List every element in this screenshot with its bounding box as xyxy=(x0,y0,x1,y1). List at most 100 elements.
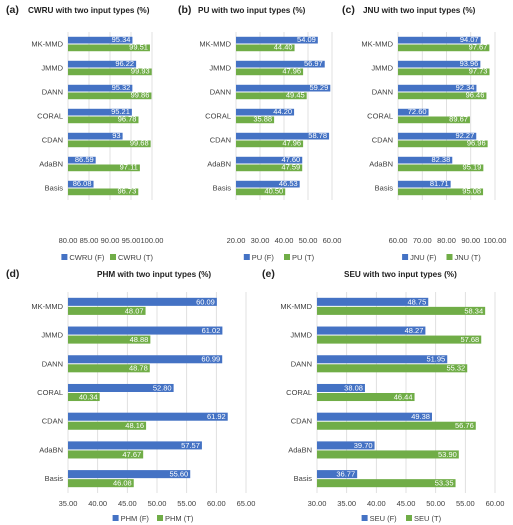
category-label: CDAN xyxy=(42,136,63,145)
data-label: 47.67 xyxy=(122,450,141,459)
chart-title: JNU with two input types (%) xyxy=(363,6,476,15)
data-label: 48.78 xyxy=(129,364,148,373)
legend-swatch xyxy=(61,254,68,260)
data-label: 60.09 xyxy=(196,297,215,306)
x-tick-label: 60.00 xyxy=(389,236,408,245)
bar xyxy=(317,470,358,479)
category-label: CDAN xyxy=(291,417,312,426)
bar xyxy=(317,335,482,344)
bar xyxy=(68,335,151,344)
x-tick-label: 90.00 xyxy=(461,236,480,245)
data-label: 48.88 xyxy=(130,335,149,344)
x-tick-label: 50.00 xyxy=(299,236,318,245)
legend-swatch xyxy=(284,254,290,260)
data-label: 60.99 xyxy=(201,355,220,364)
bar xyxy=(317,393,415,402)
x-tick-label: 80.00 xyxy=(59,236,78,245)
legend-swatch xyxy=(157,515,163,521)
category-label: AdaBN xyxy=(207,160,231,169)
bar xyxy=(236,92,307,100)
bar xyxy=(398,36,481,44)
x-tick-label: 60.00 xyxy=(486,499,505,508)
data-label: 35.88 xyxy=(253,115,272,124)
bar xyxy=(68,393,100,402)
category-label: MK-MMD xyxy=(31,40,63,49)
bar xyxy=(236,140,304,148)
bar xyxy=(317,383,365,392)
legend-swatch xyxy=(243,254,250,260)
data-label: 36.77 xyxy=(336,470,355,479)
legend-label: JNU (T) xyxy=(455,253,482,262)
data-label: 53.90 xyxy=(438,450,457,459)
bar xyxy=(317,355,448,364)
bar xyxy=(398,164,484,172)
data-label: 61.02 xyxy=(202,326,221,335)
x-tick-label: 65.00 xyxy=(237,499,256,508)
category-label: CORAL xyxy=(37,388,63,397)
bar xyxy=(68,156,96,164)
legend-swatch xyxy=(112,515,119,521)
data-label: 95.08 xyxy=(462,187,481,196)
category-label: Basis xyxy=(213,184,232,193)
bar xyxy=(317,441,375,450)
category-label: MK-MMD xyxy=(280,302,312,311)
category-label: MK-MMD xyxy=(31,302,63,311)
x-tick-label: 35.00 xyxy=(59,499,78,508)
legend-label: PU (F) xyxy=(252,253,275,262)
bar xyxy=(398,60,481,68)
bar xyxy=(68,470,191,479)
bar xyxy=(398,84,477,92)
bar xyxy=(398,92,487,100)
bar xyxy=(68,92,152,100)
data-label: 51.95 xyxy=(426,355,445,364)
x-tick-label: 20.00 xyxy=(227,236,246,245)
x-tick-label: 70.00 xyxy=(413,236,432,245)
panel-label: (c) xyxy=(342,4,355,16)
category-label: CORAL xyxy=(37,112,63,121)
data-label: 59.29 xyxy=(310,83,329,92)
x-tick-label: 30.00 xyxy=(251,236,270,245)
legend-swatch xyxy=(406,515,412,521)
bar xyxy=(68,412,228,421)
data-label: 97.73 xyxy=(469,67,488,76)
x-tick-label: 30.00 xyxy=(308,499,327,508)
data-label: 55.32 xyxy=(446,364,465,373)
chart-panel-5: (e) SEU with two input types (%) 30.00 35.0… xyxy=(262,268,504,523)
bar xyxy=(398,68,490,76)
data-label: 52.80 xyxy=(153,383,172,392)
bar xyxy=(68,132,123,140)
bar xyxy=(68,355,223,364)
category-label: CORAL xyxy=(367,112,393,121)
category-label: DANN xyxy=(372,88,393,97)
data-label: 38.08 xyxy=(344,383,363,392)
data-label: 99.93 xyxy=(131,67,150,76)
legend-label: PHM (F) xyxy=(121,514,150,523)
category-label: CORAL xyxy=(286,388,312,397)
bar xyxy=(68,44,150,52)
data-label: 56.76 xyxy=(455,421,474,430)
data-label: 46.53 xyxy=(279,179,298,188)
x-tick-label: 80.00 xyxy=(437,236,456,245)
panel-label: (e) xyxy=(262,268,275,280)
bar xyxy=(236,188,286,196)
bar xyxy=(236,36,318,44)
data-label: 95.19 xyxy=(463,163,482,172)
category-label: Basis xyxy=(45,474,64,483)
legend-label: SEU (F) xyxy=(370,514,398,523)
bar xyxy=(398,44,490,52)
bar xyxy=(68,84,133,92)
bar xyxy=(68,306,146,315)
data-label: 47.60 xyxy=(281,155,300,164)
category-label: AdaBN xyxy=(369,160,393,169)
x-tick-label: 90.00 xyxy=(101,236,120,245)
data-label: 96.46 xyxy=(466,91,485,100)
x-tick-label: 35.00 xyxy=(337,499,356,508)
data-label: 92.27 xyxy=(455,131,474,140)
x-tick-label: 50.00 xyxy=(426,499,445,508)
data-label: 48.16 xyxy=(125,421,144,430)
category-label: CDAN xyxy=(210,136,231,145)
bar xyxy=(317,306,486,315)
data-label: 49.38 xyxy=(411,412,430,421)
data-label: 99.86 xyxy=(131,91,150,100)
data-label: 89.67 xyxy=(449,115,468,124)
